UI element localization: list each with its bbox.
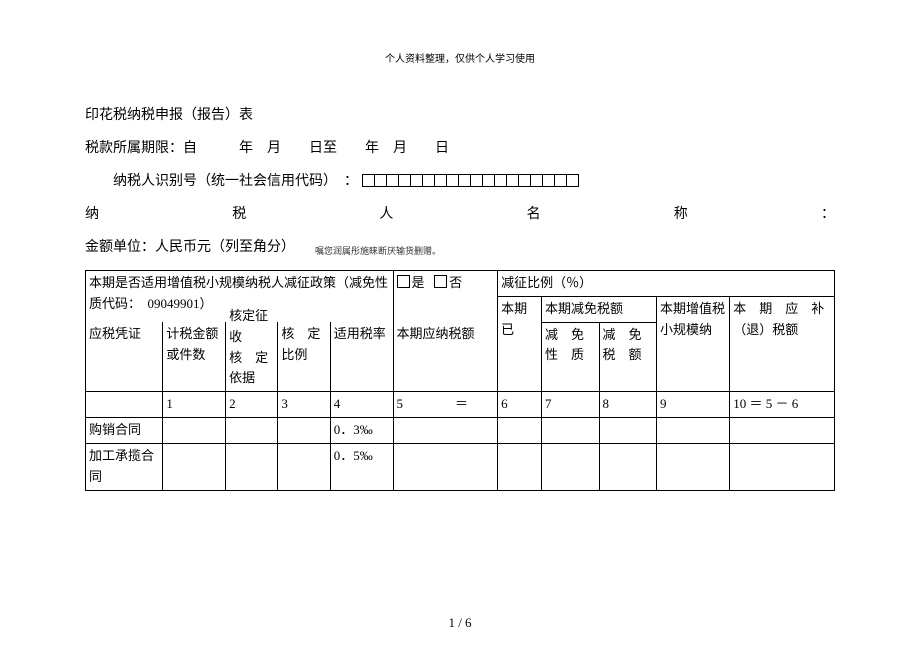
no-label: 否 (449, 275, 462, 290)
hdr-col3: 适用税率 (330, 322, 393, 392)
period-line: 税款所属期限：自 年 月 日至 年 月 日 (85, 138, 835, 159)
currency-label: 金额单位：人民币元（列至角分） (85, 237, 295, 258)
num-6: 6 (498, 392, 542, 418)
yes-no-cell: 是 否 (393, 271, 498, 297)
hdr-col4: 本期应纳税额 (393, 322, 498, 392)
row-rate: 0．3‰ (330, 418, 393, 444)
hdr-col0: 应税凭证 (86, 322, 163, 392)
name-char: 人 (379, 204, 393, 225)
hdr-col6b: 减 免税 额 (599, 322, 657, 392)
ratio-cell: 减征比例（％） (498, 271, 835, 297)
hdr-col2a: 核定征收 核 定依据 (226, 322, 278, 392)
top-note: 个人资料整理，仅供个人学习使用 (85, 50, 835, 65)
table-row: 加工承揽合同 0．5‰ (86, 443, 835, 490)
num-3: 3 (278, 392, 330, 418)
name-char: 纳 (85, 204, 99, 225)
hdr-col7: 本期增值税小规模纳 (657, 296, 730, 391)
checkbox-no[interactable] (434, 275, 447, 288)
small-note: 嘱您润属彤施睐断厌输货删赠。 (315, 245, 441, 259)
num-2: 2 (226, 392, 278, 418)
num-4: 4 (330, 392, 393, 418)
page-number: 1 / 6 (0, 615, 920, 631)
num-8: 8 (599, 392, 657, 418)
num-10: 10 ＝ 5 － 6 (730, 392, 835, 418)
num-9: 9 (657, 392, 730, 418)
row-label: 购销合同 (86, 418, 163, 444)
num-5: 5 ＝ (393, 392, 498, 418)
name-char: ： (821, 204, 835, 225)
main-table: 本期是否适用增值税小规模纳税人减征政策（减免性质代码： 09049901） 是 … (85, 270, 835, 491)
hdr-col8: 本 期 应 补（退）税额 (730, 296, 835, 391)
hdr-col2b: 核 定比例 (278, 322, 330, 392)
hdr-col1: 计税金额或件数 (163, 322, 226, 392)
row-label: 加工承揽合同 (86, 443, 163, 490)
table-row: 购销合同 0．3‰ (86, 418, 835, 444)
yes-label: 是 (412, 275, 425, 290)
hdr-col5: 本期已 (498, 296, 542, 391)
taxpayer-name-line: 纳 税 人 名 称 ： (85, 204, 835, 225)
checkbox-yes[interactable] (397, 275, 410, 288)
taxpayer-id-boxes (362, 173, 578, 194)
name-char: 称 (674, 204, 688, 225)
form-title: 印花税纳税申报（报告）表 (85, 105, 835, 126)
name-char: 税 (232, 204, 246, 225)
hdr-approve-top: 核定征收 (229, 306, 274, 348)
hdr-approve-a: 核 定依据 (229, 350, 268, 386)
num-cell (86, 392, 163, 418)
row-rate: 0．5‰ (330, 443, 393, 490)
hdr-col6a: 减 免性 质 (542, 322, 600, 392)
taxpayer-id-label: 纳税人识别号（统一社会信用代码） ： (113, 174, 358, 189)
num-7: 7 (542, 392, 600, 418)
name-char: 名 (527, 204, 541, 225)
num-1: 1 (163, 392, 226, 418)
hdr-reduce-top: 本期减免税额 (542, 296, 657, 322)
